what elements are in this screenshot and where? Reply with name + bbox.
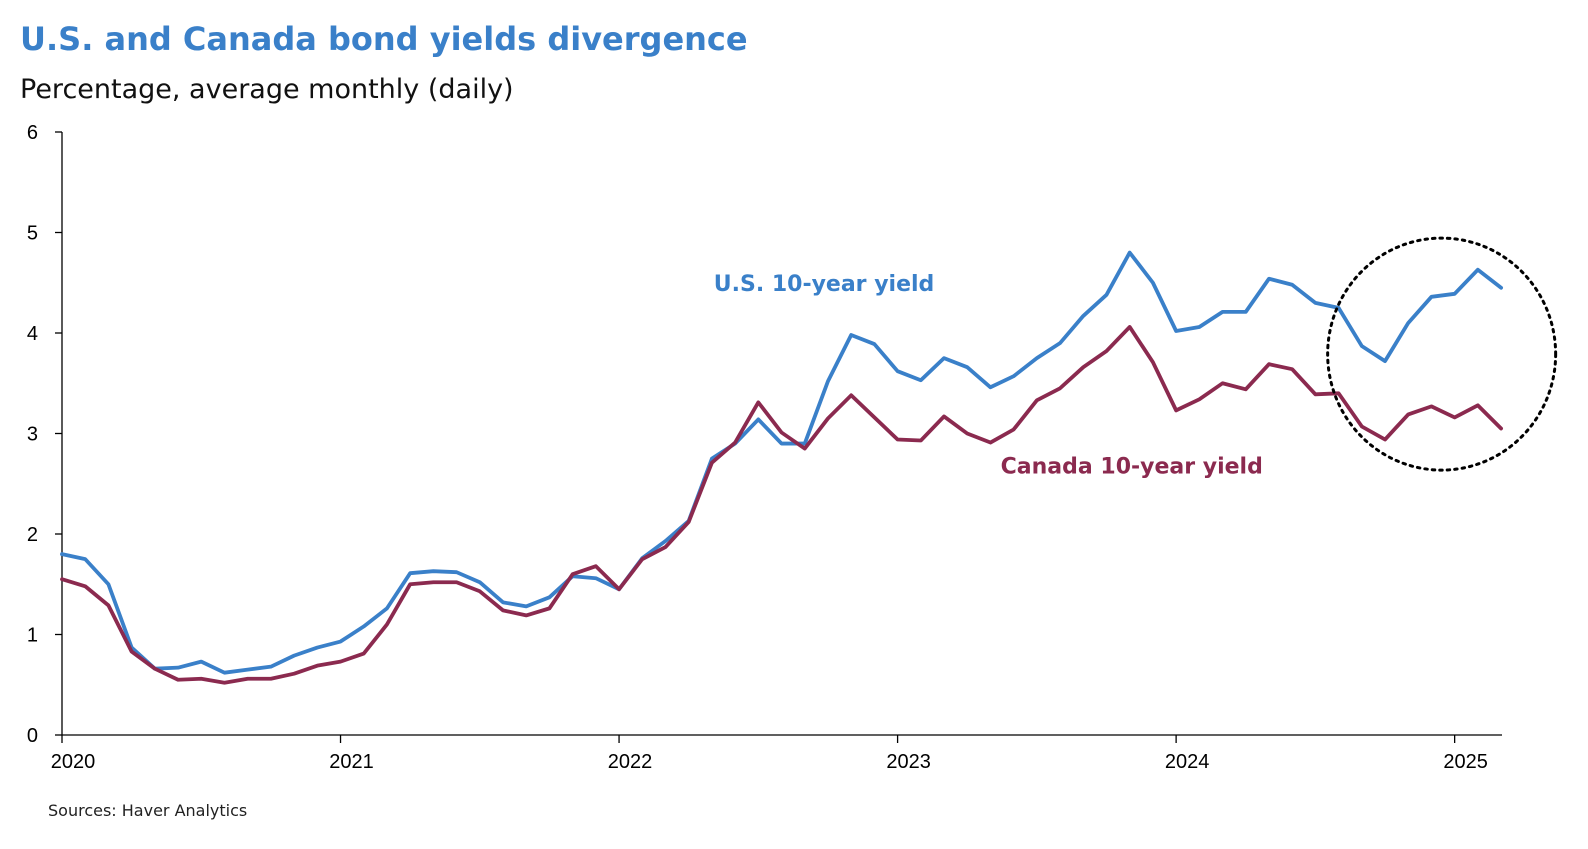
annotations [1326,236,1558,472]
y-tick-label: 2 [27,524,38,546]
source-note: Sources: Haver Analytics [48,801,248,820]
divergence-highlight-circle [1326,236,1558,472]
series-lines [60,250,1503,685]
y-tick-label: 1 [27,625,38,647]
x-tick-label: 2021 [329,751,374,773]
x-tick-label: 2025 [1443,751,1488,773]
axes [55,131,1502,743]
chart-subtitle: Percentage, average monthly (daily) [20,74,514,105]
series-line-us [60,250,1503,675]
x-tick-label: 2024 [1165,751,1210,773]
y-tick-label: 5 [27,223,38,245]
y-tick-label: 3 [27,424,38,446]
y-tick-label: 0 [27,725,38,747]
chart-title: U.S. and Canada bond yields divergence [20,20,748,58]
x-tick-label: 2022 [608,751,653,773]
series-line-canada [60,325,1503,685]
y-tick-label: 6 [27,122,38,144]
tick-labels: 0 1 2 3 4 5 6 2020 2021 2022 2023 2024 2025 [27,122,1488,773]
series-label-us: U.S. 10-year yield [714,272,935,297]
series-label-canada: Canada 10-year yield [1001,455,1263,480]
x-tick-label: 2020 [51,751,96,773]
y-tick-label: 4 [27,323,38,345]
x-tick-label: 2023 [886,751,931,773]
series-labels: U.S. 10-year yield Canada 10-year yield [714,272,1263,480]
